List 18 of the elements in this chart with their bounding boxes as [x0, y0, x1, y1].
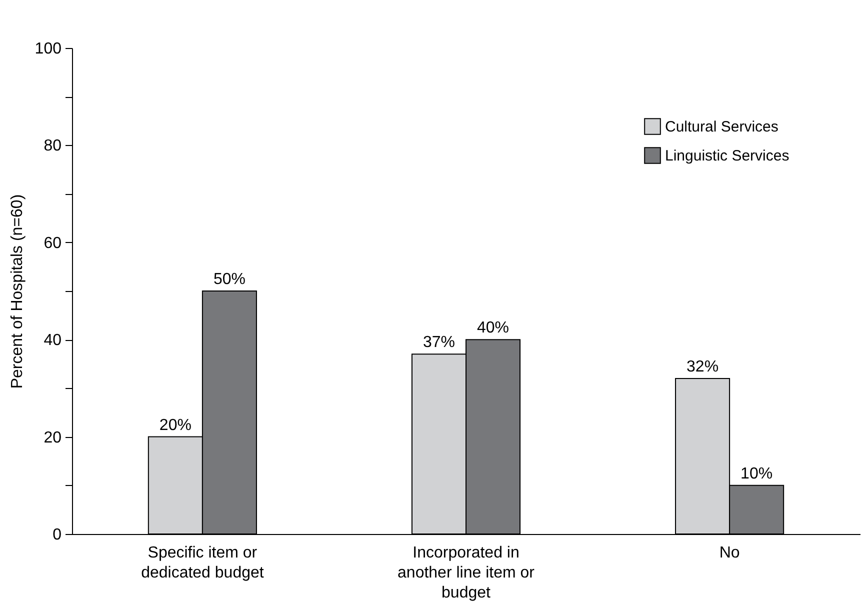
- data-label: 40%: [477, 320, 510, 337]
- legend-label: Cultural Services: [665, 118, 778, 136]
- y-tick-label: 100: [34, 40, 62, 58]
- y-axis-title: Percent of Hospitals (n=60): [8, 194, 26, 389]
- data-label: 32%: [686, 358, 719, 376]
- y-tick-label: 0: [52, 526, 62, 544]
- data-label: 37%: [422, 334, 455, 352]
- y-tick-label: 60: [44, 234, 62, 252]
- y-tick-label: 20: [44, 429, 62, 446]
- data-label: 50%: [213, 271, 246, 288]
- legend-label: Linguistic Services: [665, 148, 790, 164]
- y-tick-label: 40: [44, 332, 62, 350]
- y-tick-label: 80: [44, 138, 62, 155]
- x-tick-label: Specific item or dedicated budget: [141, 544, 264, 582]
- x-tick-label: Incorporated in another line item or budget: [398, 544, 536, 602]
- data-label: 20%: [159, 416, 192, 434]
- data-label: 10%: [740, 465, 773, 482]
- x-tick-label: No: [719, 544, 740, 562]
